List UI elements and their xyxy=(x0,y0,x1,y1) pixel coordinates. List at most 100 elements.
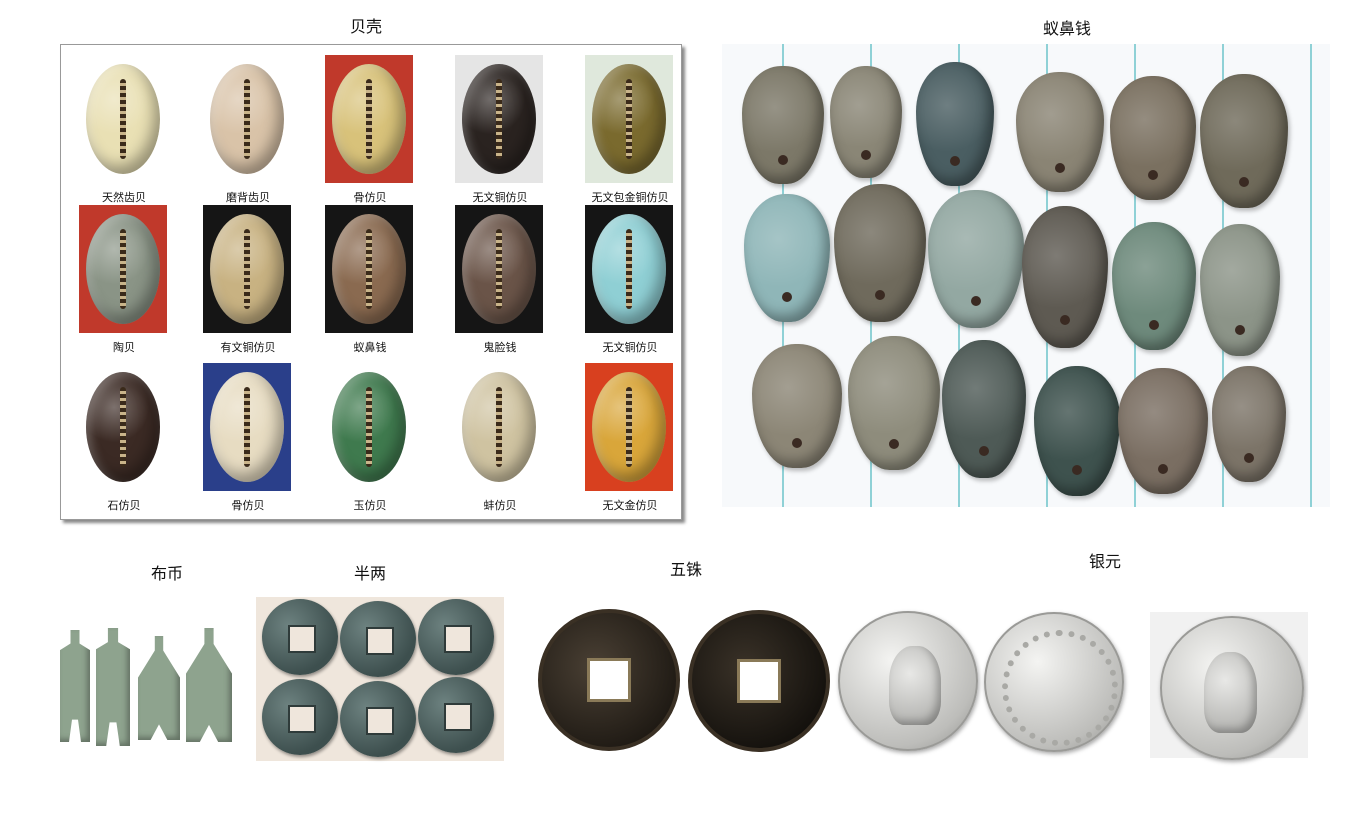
antnose-hole xyxy=(1149,319,1159,330)
shell-caption: 石仿贝 xyxy=(107,499,141,512)
antnose-coin xyxy=(1022,206,1108,348)
spade-coin xyxy=(186,628,232,742)
shell-body xyxy=(462,64,536,174)
antnose-coin xyxy=(1034,366,1120,496)
antnose-hole xyxy=(1239,176,1249,187)
antnose-coin xyxy=(742,66,824,184)
shell-caption: 蚁鼻钱 xyxy=(353,341,387,354)
antnose-coin xyxy=(1212,366,1286,482)
shell-photo xyxy=(325,55,413,183)
shell-aperture xyxy=(244,229,250,309)
shell-caption: 骨仿贝 xyxy=(231,499,265,512)
shell-photo xyxy=(585,363,673,491)
shell-aperture xyxy=(496,79,502,159)
banliang-coin xyxy=(262,599,338,675)
shell-item: 玉仿贝 xyxy=(315,363,425,518)
banliang-coin xyxy=(340,601,416,677)
shell-photo xyxy=(203,55,291,183)
wreath-relief xyxy=(1002,630,1118,746)
shell-aperture xyxy=(366,79,372,159)
square-hole xyxy=(737,659,781,703)
shell-photo xyxy=(79,363,167,491)
silver-dollar-yuan-shikai xyxy=(838,611,978,751)
antnose-hole xyxy=(950,156,960,167)
shell-item: 无文金仿贝 xyxy=(575,363,685,518)
antnose-coin xyxy=(1200,74,1288,208)
antnose-hole xyxy=(1148,170,1158,181)
antnose-coin xyxy=(1110,76,1196,200)
antnose-hole xyxy=(778,155,788,166)
silver-dollar-sun-yat-sen xyxy=(1160,616,1304,760)
shell-body xyxy=(592,372,666,482)
shell-body xyxy=(210,214,284,324)
banliang-coin xyxy=(340,681,416,757)
antnose-hole xyxy=(1072,465,1082,476)
shell-body xyxy=(462,372,536,482)
shell-body xyxy=(210,64,284,174)
shell-caption: 无文铜仿贝 xyxy=(602,341,658,354)
wuzhu-title: 五铢 xyxy=(670,560,703,579)
shell-photo xyxy=(79,205,167,333)
banliang-title: 半两 xyxy=(354,564,387,583)
shell-item: 鬼脸钱 xyxy=(445,205,555,360)
shell-item: 有文铜仿贝 xyxy=(193,205,303,360)
shell-photo xyxy=(79,55,167,183)
shell-body xyxy=(210,372,284,482)
shell-item: 石仿贝 xyxy=(69,363,179,518)
antnose-hole xyxy=(979,445,989,456)
shell-aperture xyxy=(244,79,250,159)
shell-caption: 无文铜仿贝 xyxy=(472,191,528,204)
shell-aperture xyxy=(496,229,502,309)
shell-photo xyxy=(455,363,543,491)
spade-coin xyxy=(60,630,90,742)
spade-coin xyxy=(138,636,180,740)
shell-photo xyxy=(203,363,291,491)
antnose-coin xyxy=(928,190,1024,328)
shell-caption: 磨背齿贝 xyxy=(226,191,270,204)
shell-aperture xyxy=(366,229,372,309)
shell-photo xyxy=(203,205,291,333)
shell-caption: 骨仿贝 xyxy=(353,191,387,204)
square-hole xyxy=(587,658,631,702)
banliang-coin xyxy=(262,679,338,755)
shell-body xyxy=(86,372,160,482)
banliang-coin xyxy=(418,677,494,753)
antnose-money-panel xyxy=(722,44,1330,507)
antnose-hole xyxy=(1158,463,1168,474)
antnose-coin xyxy=(1200,224,1280,356)
shell-body xyxy=(462,214,536,324)
shell-body xyxy=(332,214,406,324)
antnose-title: 蚁鼻钱 xyxy=(1043,19,1092,38)
wuzhu-coin-front xyxy=(538,609,680,751)
shell-body xyxy=(332,64,406,174)
shell-caption: 陶贝 xyxy=(113,341,135,354)
antnose-coin xyxy=(1112,222,1196,350)
shell-item: 磨背齿贝 xyxy=(193,55,303,210)
antnose-hole xyxy=(1244,453,1254,464)
antnose-coin xyxy=(916,62,994,186)
silver-dollar-back xyxy=(984,612,1124,752)
antnose-coin xyxy=(830,66,902,178)
shell-caption: 有文铜仿贝 xyxy=(220,341,276,354)
shell-body xyxy=(332,372,406,482)
antnose-hole xyxy=(782,291,792,302)
shell-item: 骨仿贝 xyxy=(315,55,425,210)
shell-caption: 鬼脸钱 xyxy=(483,341,517,354)
shell-photo xyxy=(325,205,413,333)
shell-item: 陶贝 xyxy=(69,205,179,360)
shell-aperture xyxy=(626,229,632,309)
antnose-hole xyxy=(875,289,885,300)
antnose-hole xyxy=(1235,324,1245,335)
shell-aperture xyxy=(244,387,250,467)
shell-photo xyxy=(325,363,413,491)
shell-body xyxy=(592,64,666,174)
shell-money-panel: 天然齿贝 磨背齿贝 骨仿贝 无文铜仿贝 无文包金铜仿贝 陶贝 有文铜仿贝 蚁鼻钱 鬼脸钱 无文铜仿… xyxy=(60,44,682,520)
shell-body xyxy=(592,214,666,324)
shell-item: 骨仿贝 xyxy=(193,363,303,518)
shell-photo xyxy=(455,55,543,183)
shell-body xyxy=(86,214,160,324)
shells-title: 贝壳 xyxy=(350,17,383,36)
antnose-hole xyxy=(861,150,871,161)
shell-aperture xyxy=(120,229,126,309)
shell-caption: 无文包金铜仿贝 xyxy=(591,191,669,204)
